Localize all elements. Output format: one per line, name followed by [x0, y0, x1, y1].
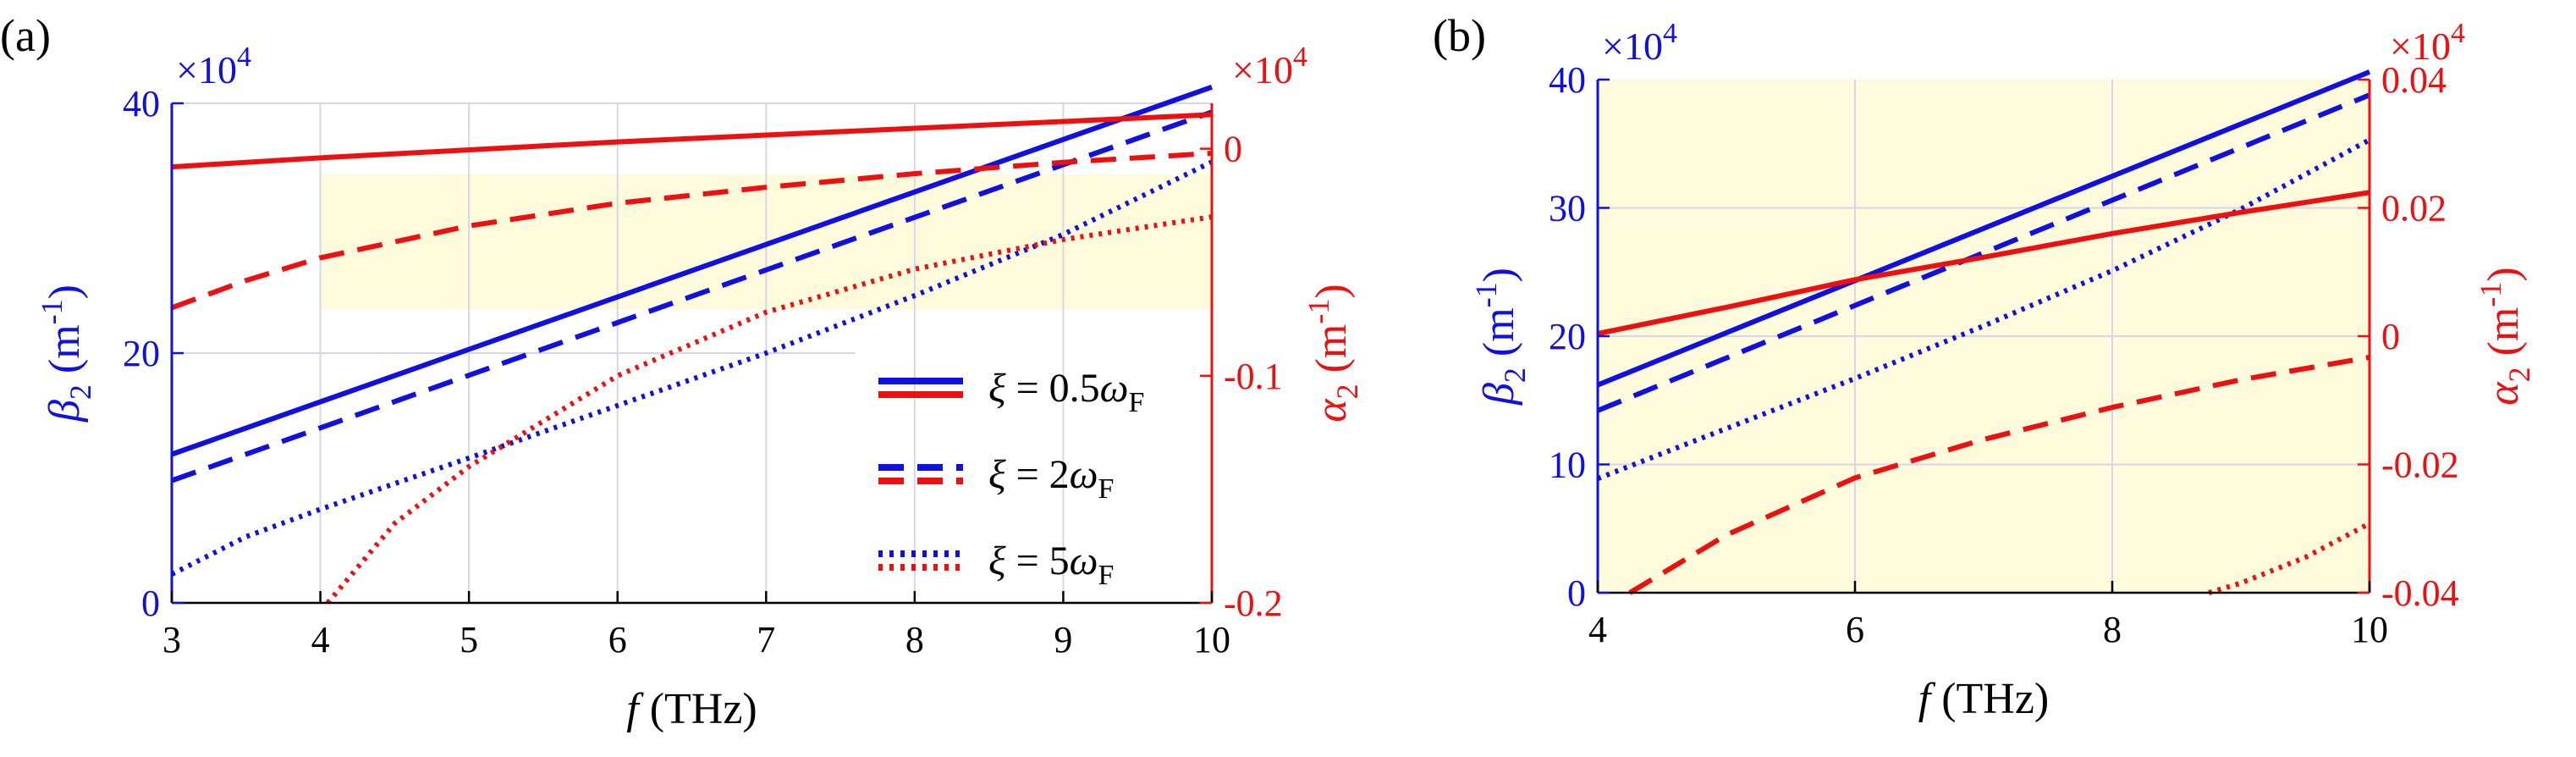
label-close: ): [1307, 284, 1356, 298]
panel-label: (b): [1433, 10, 1486, 61]
multiplier-base: ×10: [1602, 25, 1663, 68]
y-right-tick-label: 0: [1224, 129, 1242, 170]
x-tick-label: 8: [2103, 609, 2122, 650]
legend-label: ξ = 0.5ωF: [988, 366, 1144, 418]
y-right-tick-label: 0.02: [2381, 188, 2447, 229]
series-line-right-dashed: [170, 151, 1213, 311]
x-label-unit: (THz): [1930, 675, 2049, 723]
multiplier-exponent: 4: [2451, 18, 2465, 49]
label-unit: (m: [41, 324, 89, 384]
label-superscript: -1: [35, 299, 69, 324]
y-axis-label-left: β2 (m-1): [1469, 268, 1532, 406]
label-superscript: -1: [1469, 282, 1503, 307]
label-symbol: α: [2480, 381, 2528, 406]
label-unit: (m: [1475, 307, 1523, 367]
x-tick-label: 4: [1588, 609, 1607, 650]
series-line-left-dashed: [170, 109, 1214, 483]
y-left-tick-label: 0: [1567, 572, 1586, 614]
label-superscript: -1: [2474, 282, 2507, 307]
x-tick-label: 9: [1054, 619, 1072, 660]
legend-subscript: F: [1098, 473, 1115, 505]
x-label-unit: (THz): [639, 685, 757, 733]
label-subscript: 2: [63, 384, 97, 400]
series-line-right-dotted: [2208, 521, 2371, 595]
y-left-tick-label: 10: [1549, 445, 1586, 486]
series-line-right-solid: [171, 112, 1213, 170]
legend-eq: = 5: [1006, 539, 1070, 583]
x-tick-label: 8: [905, 619, 924, 660]
label-symbol: β: [1475, 383, 1523, 406]
multiplier-left: ×104: [1602, 18, 1677, 68]
x-tick-label: 6: [608, 619, 627, 660]
y-left-tick-label: 40: [123, 83, 160, 124]
panel-label: (a): [0, 10, 51, 61]
y-right-tick-label: 0: [2381, 316, 2400, 357]
x-tick-label: 7: [757, 619, 775, 660]
multiplier-exponent: 4: [1663, 18, 1677, 49]
y-axis-label-right: α2 (m-1): [2474, 267, 2536, 405]
multiplier-right: ×104: [1232, 41, 1307, 91]
label-close: ): [41, 285, 89, 299]
legend-omega: ω: [1070, 539, 1098, 583]
legend-subscript: F: [1129, 387, 1145, 418]
legend-eq: = 0.5: [1006, 366, 1100, 411]
y-axis-label-left: β2 (m-1): [35, 285, 97, 423]
x-axis-label: f (THz): [626, 685, 757, 733]
multiplier-base: ×10: [2390, 25, 2451, 68]
label-superscript: -1: [1302, 299, 1335, 324]
legend-label: ξ = 5ωF: [988, 539, 1114, 591]
label-unit: (m: [2480, 307, 2528, 367]
label-close: ): [2480, 267, 2528, 281]
multiplier-base: ×10: [1232, 48, 1293, 91]
series-line-left-solid: [171, 84, 1213, 457]
y-axis-label-right: α2 (m-1): [1302, 284, 1364, 422]
multiplier-exponent: 4: [1293, 41, 1307, 73]
legend-xi: ξ: [988, 452, 1006, 497]
label-close: ): [1475, 268, 1523, 282]
label-unit: (m: [1307, 324, 1356, 384]
legend-xi: ξ: [988, 366, 1006, 411]
multiplier-base: ×10: [176, 48, 237, 91]
multiplier-left: ×104: [176, 41, 251, 91]
label-subscript: 2: [2502, 367, 2536, 382]
legend-omega: ω: [1070, 452, 1098, 497]
legend-omega: ω: [1100, 366, 1129, 411]
label-symbol: α: [1307, 398, 1356, 423]
y-right-tick-label: -0.2: [1224, 583, 1283, 624]
y-left-tick-label: 20: [1549, 316, 1586, 357]
legend-eq: = 2: [1006, 452, 1070, 497]
y-left-tick-label: 0: [141, 583, 160, 624]
y-right-tick-label: 0.04: [2381, 59, 2447, 101]
y-right-tick-label: -0.04: [2381, 572, 2459, 614]
series-line-right-solid: [1597, 190, 2370, 336]
series-line-left-dashed: [1596, 92, 2371, 413]
x-axis-label: f (THz): [1918, 675, 2049, 723]
x-tick-label: 10: [2351, 609, 2388, 650]
label-subscript: 2: [1498, 367, 1532, 383]
multiplier-exponent: 4: [237, 41, 251, 73]
y-right-tick-label: -0.1: [1224, 356, 1283, 397]
x-tick-label: 4: [311, 619, 330, 660]
legend-label: ξ = 2ωF: [988, 452, 1114, 505]
series-line-left-dotted: [170, 159, 1214, 577]
label-symbol: β: [41, 400, 89, 423]
x-tick-label: 5: [460, 619, 478, 660]
x-tick-label: 6: [1846, 609, 1864, 650]
legend-xi: ξ: [988, 539, 1006, 583]
y-left-tick-label: 40: [1549, 59, 1586, 101]
x-tick-label: 3: [162, 619, 181, 660]
label-subscript: 2: [1330, 384, 1364, 399]
y-left-tick-label: 30: [1549, 188, 1586, 229]
multiplier-right: ×104: [2390, 18, 2465, 68]
legend-subscript: F: [1098, 560, 1115, 591]
y-right-tick-label: -0.02: [2381, 445, 2459, 486]
y-left-tick-label: 20: [123, 333, 160, 374]
x-tick-label: 10: [1193, 619, 1230, 660]
series-line-left-solid: [1596, 69, 2371, 388]
